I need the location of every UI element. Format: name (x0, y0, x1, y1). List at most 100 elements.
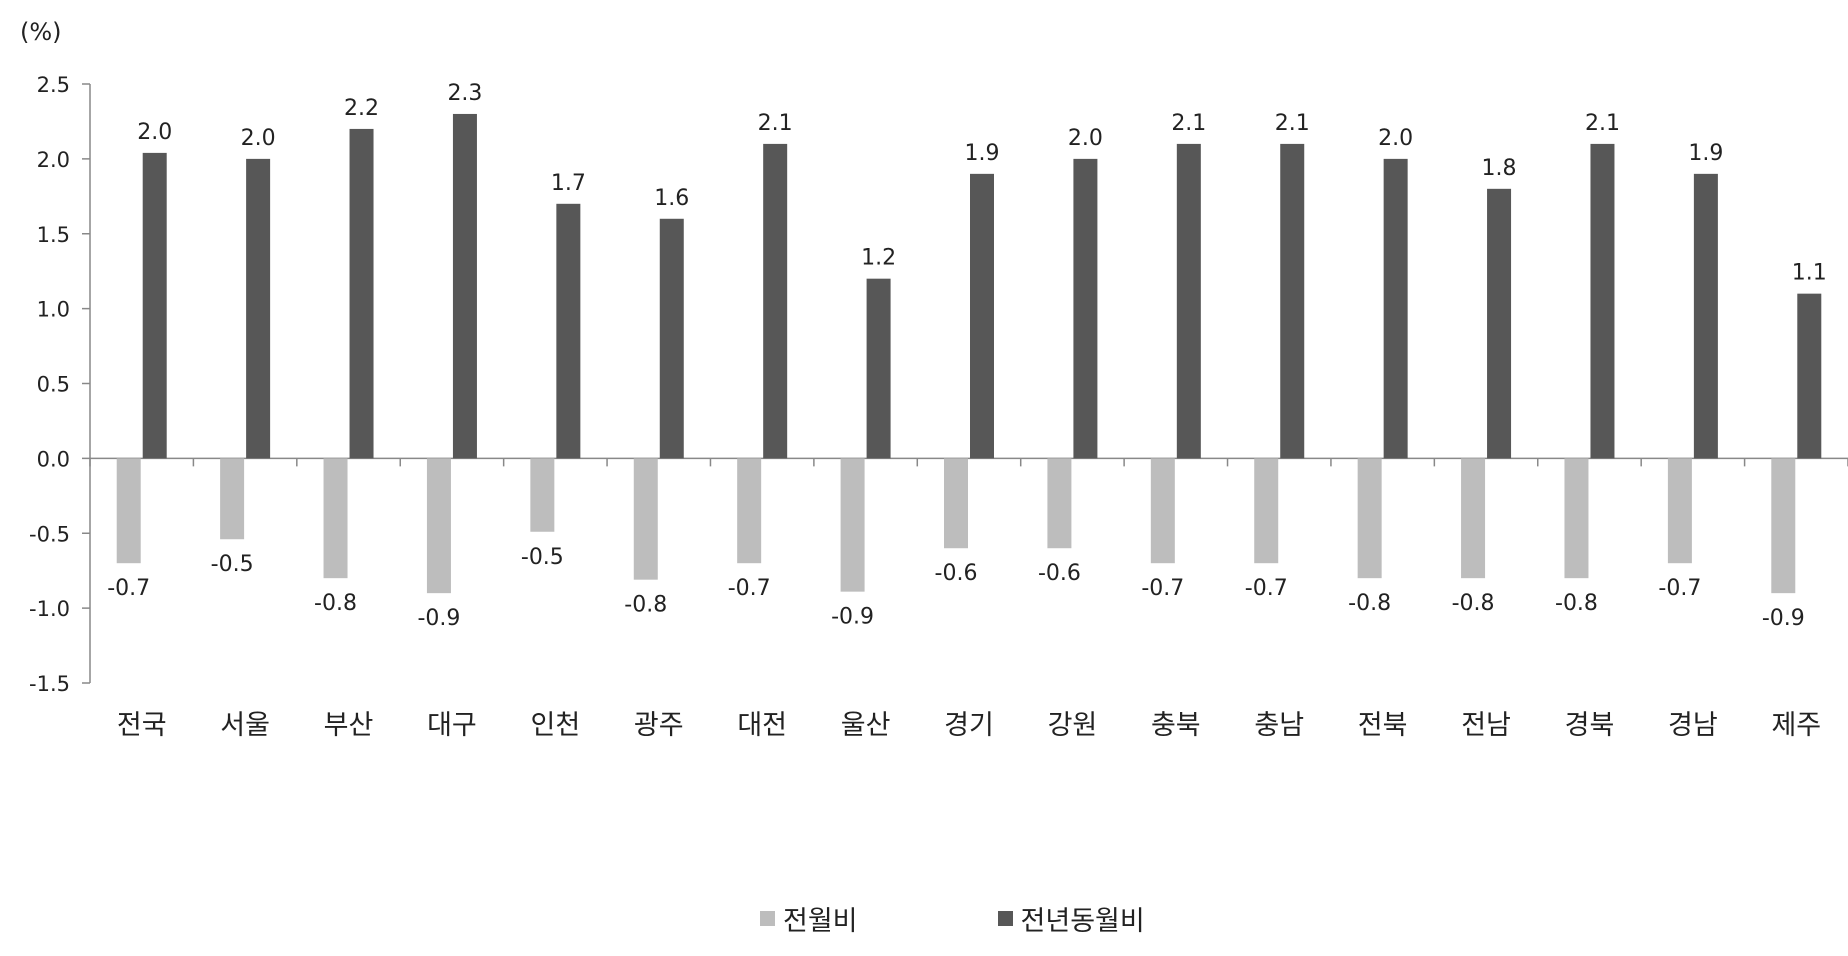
x-tick-label-3: 대구 (427, 710, 477, 741)
y-tick-label: -1.0 (29, 597, 70, 621)
bar-monthly-8 (944, 458, 968, 549)
data-label-monthly-4: -0.5 (521, 545, 564, 570)
bar-yearly-16 (1797, 293, 1822, 459)
data-label-yearly-9: 2.0 (1068, 126, 1103, 151)
bar-monthly-11 (1254, 458, 1279, 564)
bar-yearly-1 (246, 158, 271, 459)
data-label-yearly-1: 2.0 (241, 126, 276, 151)
data-label-yearly-11: 2.1 (1275, 111, 1310, 136)
data-label-monthly-14: -0.8 (1555, 591, 1598, 616)
x-tick-label-9: 강원 (1048, 710, 1098, 741)
bar-monthly-10 (1150, 458, 1175, 564)
bar-monthly-9 (1047, 458, 1072, 549)
bar-yearly-15 (1693, 173, 1718, 459)
data-label-monthly-1: -0.5 (211, 552, 254, 577)
data-label-monthly-8: -0.6 (935, 561, 978, 586)
legend-swatch-monthly (760, 910, 775, 926)
bar-monthly-4 (530, 458, 555, 532)
x-tick-label-1: 서울 (220, 710, 270, 741)
x-tick-label-14: 경북 (1565, 710, 1615, 741)
data-label-yearly-4: 1.7 (551, 171, 586, 196)
data-label-monthly-15: -0.7 (1658, 576, 1701, 601)
data-label-monthly-10: -0.7 (1141, 576, 1184, 601)
bar-yearly-2 (349, 128, 374, 459)
data-label-monthly-12: -0.8 (1348, 591, 1391, 616)
bar-monthly-2 (323, 458, 348, 579)
x-tick-label-7: 울산 (841, 710, 891, 741)
bar-yearly-9 (1073, 158, 1098, 459)
data-label-yearly-7: 1.2 (861, 246, 896, 271)
data-label-yearly-8: 1.9 (965, 141, 1000, 166)
data-label-monthly-13: -0.8 (1452, 591, 1495, 616)
data-label-yearly-6: 2.1 (758, 111, 793, 136)
bar-yearly-14 (1590, 143, 1615, 459)
x-tick-label-0: 전국 (117, 710, 167, 741)
y-tick-label: 1.0 (37, 298, 70, 322)
y-tick-label: -0.5 (29, 522, 70, 546)
bar-monthly-3 (426, 458, 451, 594)
data-label-yearly-0: 2.0 (137, 120, 172, 145)
bar-yearly-3 (452, 113, 477, 459)
x-tick-label-16: 제주 (1771, 710, 1821, 741)
bar-yearly-10 (1176, 143, 1201, 459)
y-tick-label: 0.5 (37, 373, 70, 397)
legend-swatch-yearly (997, 910, 1013, 926)
bar-monthly-6 (737, 458, 762, 564)
y-tick-label: 0.0 (37, 447, 70, 471)
y-tick-label: 2.5 (37, 73, 70, 97)
y-tick-label: -1.5 (29, 672, 70, 696)
bar-monthly-7 (840, 458, 865, 592)
data-label-yearly-12: 2.0 (1378, 126, 1413, 151)
data-label-monthly-11: -0.7 (1245, 576, 1288, 601)
legend-label-monthly: 전월비 (783, 905, 858, 937)
bar-yearly-6 (763, 143, 788, 459)
bar-yearly-5 (659, 218, 684, 459)
data-label-monthly-16: -0.9 (1762, 606, 1805, 631)
bar-yearly-0 (142, 152, 167, 459)
data-label-monthly-6: -0.7 (728, 576, 771, 601)
x-tick-label-2: 부산 (324, 710, 374, 741)
x-tick-label-12: 전북 (1358, 710, 1408, 741)
legend-item-monthly: 전월비 (760, 899, 858, 938)
data-label-yearly-5: 1.6 (654, 186, 689, 211)
bar-yearly-13 (1487, 188, 1512, 459)
data-label-yearly-15: 1.9 (1688, 141, 1723, 166)
legend-label-yearly: 전년동월비 (1020, 905, 1145, 937)
data-label-yearly-13: 1.8 (1482, 156, 1517, 181)
x-tick-label-6: 대전 (737, 710, 787, 741)
data-label-yearly-10: 2.1 (1171, 111, 1206, 136)
x-tick-label-15: 경남 (1668, 710, 1718, 741)
data-label-yearly-2: 2.2 (344, 96, 379, 121)
data-label-monthly-5: -0.8 (624, 593, 667, 618)
x-tick-label-13: 전남 (1461, 710, 1511, 741)
y-tick-label: 1.5 (37, 223, 70, 247)
bar-monthly-15 (1667, 458, 1692, 564)
x-tick-label-4: 인천 (531, 710, 581, 741)
bar-yearly-8 (970, 173, 994, 459)
bar-yearly-12 (1383, 158, 1408, 459)
bar-monthly-16 (1771, 458, 1796, 594)
bar-monthly-0 (116, 458, 141, 564)
bar-yearly-7 (866, 278, 891, 459)
legend: 전월비 전년동월비 (760, 896, 1145, 940)
bar-monthly-13 (1461, 458, 1486, 579)
data-label-monthly-0: -0.7 (107, 576, 150, 601)
data-label-yearly-16: 1.1 (1792, 261, 1827, 286)
data-label-monthly-9: -0.6 (1038, 561, 1081, 586)
data-label-monthly-3: -0.9 (417, 606, 460, 631)
data-label-monthly-7: -0.9 (831, 605, 874, 630)
bar-monthly-14 (1564, 458, 1589, 579)
bar-monthly-5 (633, 458, 658, 580)
data-label-yearly-3: 2.3 (447, 81, 482, 106)
bar-monthly-12 (1357, 458, 1382, 579)
bar-monthly-1 (220, 458, 245, 540)
bar-yearly-11 (1280, 143, 1305, 459)
y-tick-label: 2.0 (37, 148, 70, 172)
unit-label: (%) (20, 18, 62, 46)
bar-yearly-4 (556, 203, 581, 459)
data-label-monthly-2: -0.8 (314, 591, 357, 616)
x-tick-label-11: 충남 (1254, 710, 1304, 741)
data-label-yearly-14: 2.1 (1585, 111, 1620, 136)
x-tick-label-10: 충북 (1151, 710, 1201, 741)
